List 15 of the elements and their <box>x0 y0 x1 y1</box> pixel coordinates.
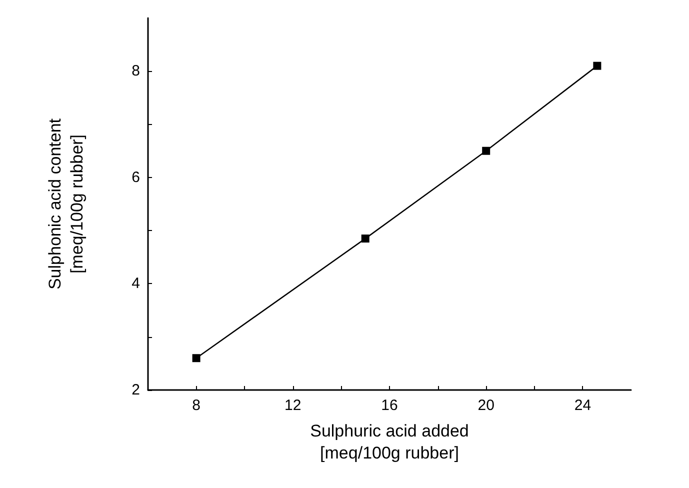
point <box>361 234 370 243</box>
point <box>482 146 490 155</box>
y-tick-label: 8 <box>132 62 140 80</box>
y-tick-label: 6 <box>132 168 140 186</box>
x-tick-label: 12 <box>284 397 302 414</box>
y-tick-label: 2 <box>132 382 140 398</box>
x-tick-label: 20 <box>478 397 494 414</box>
x-axis-title: Sulphuric acid added [meq/100g rubber] <box>310 422 469 462</box>
point <box>593 62 602 70</box>
y-axis-title: Sulphonic acid content [meq/100g rubber] <box>46 118 86 290</box>
point <box>192 354 200 362</box>
x-tick-label: 24 <box>574 397 592 414</box>
x-tick-label: 16 <box>381 397 398 414</box>
x-tick-label: 8 <box>192 397 200 414</box>
y-tick-label: 4 <box>132 275 140 292</box>
